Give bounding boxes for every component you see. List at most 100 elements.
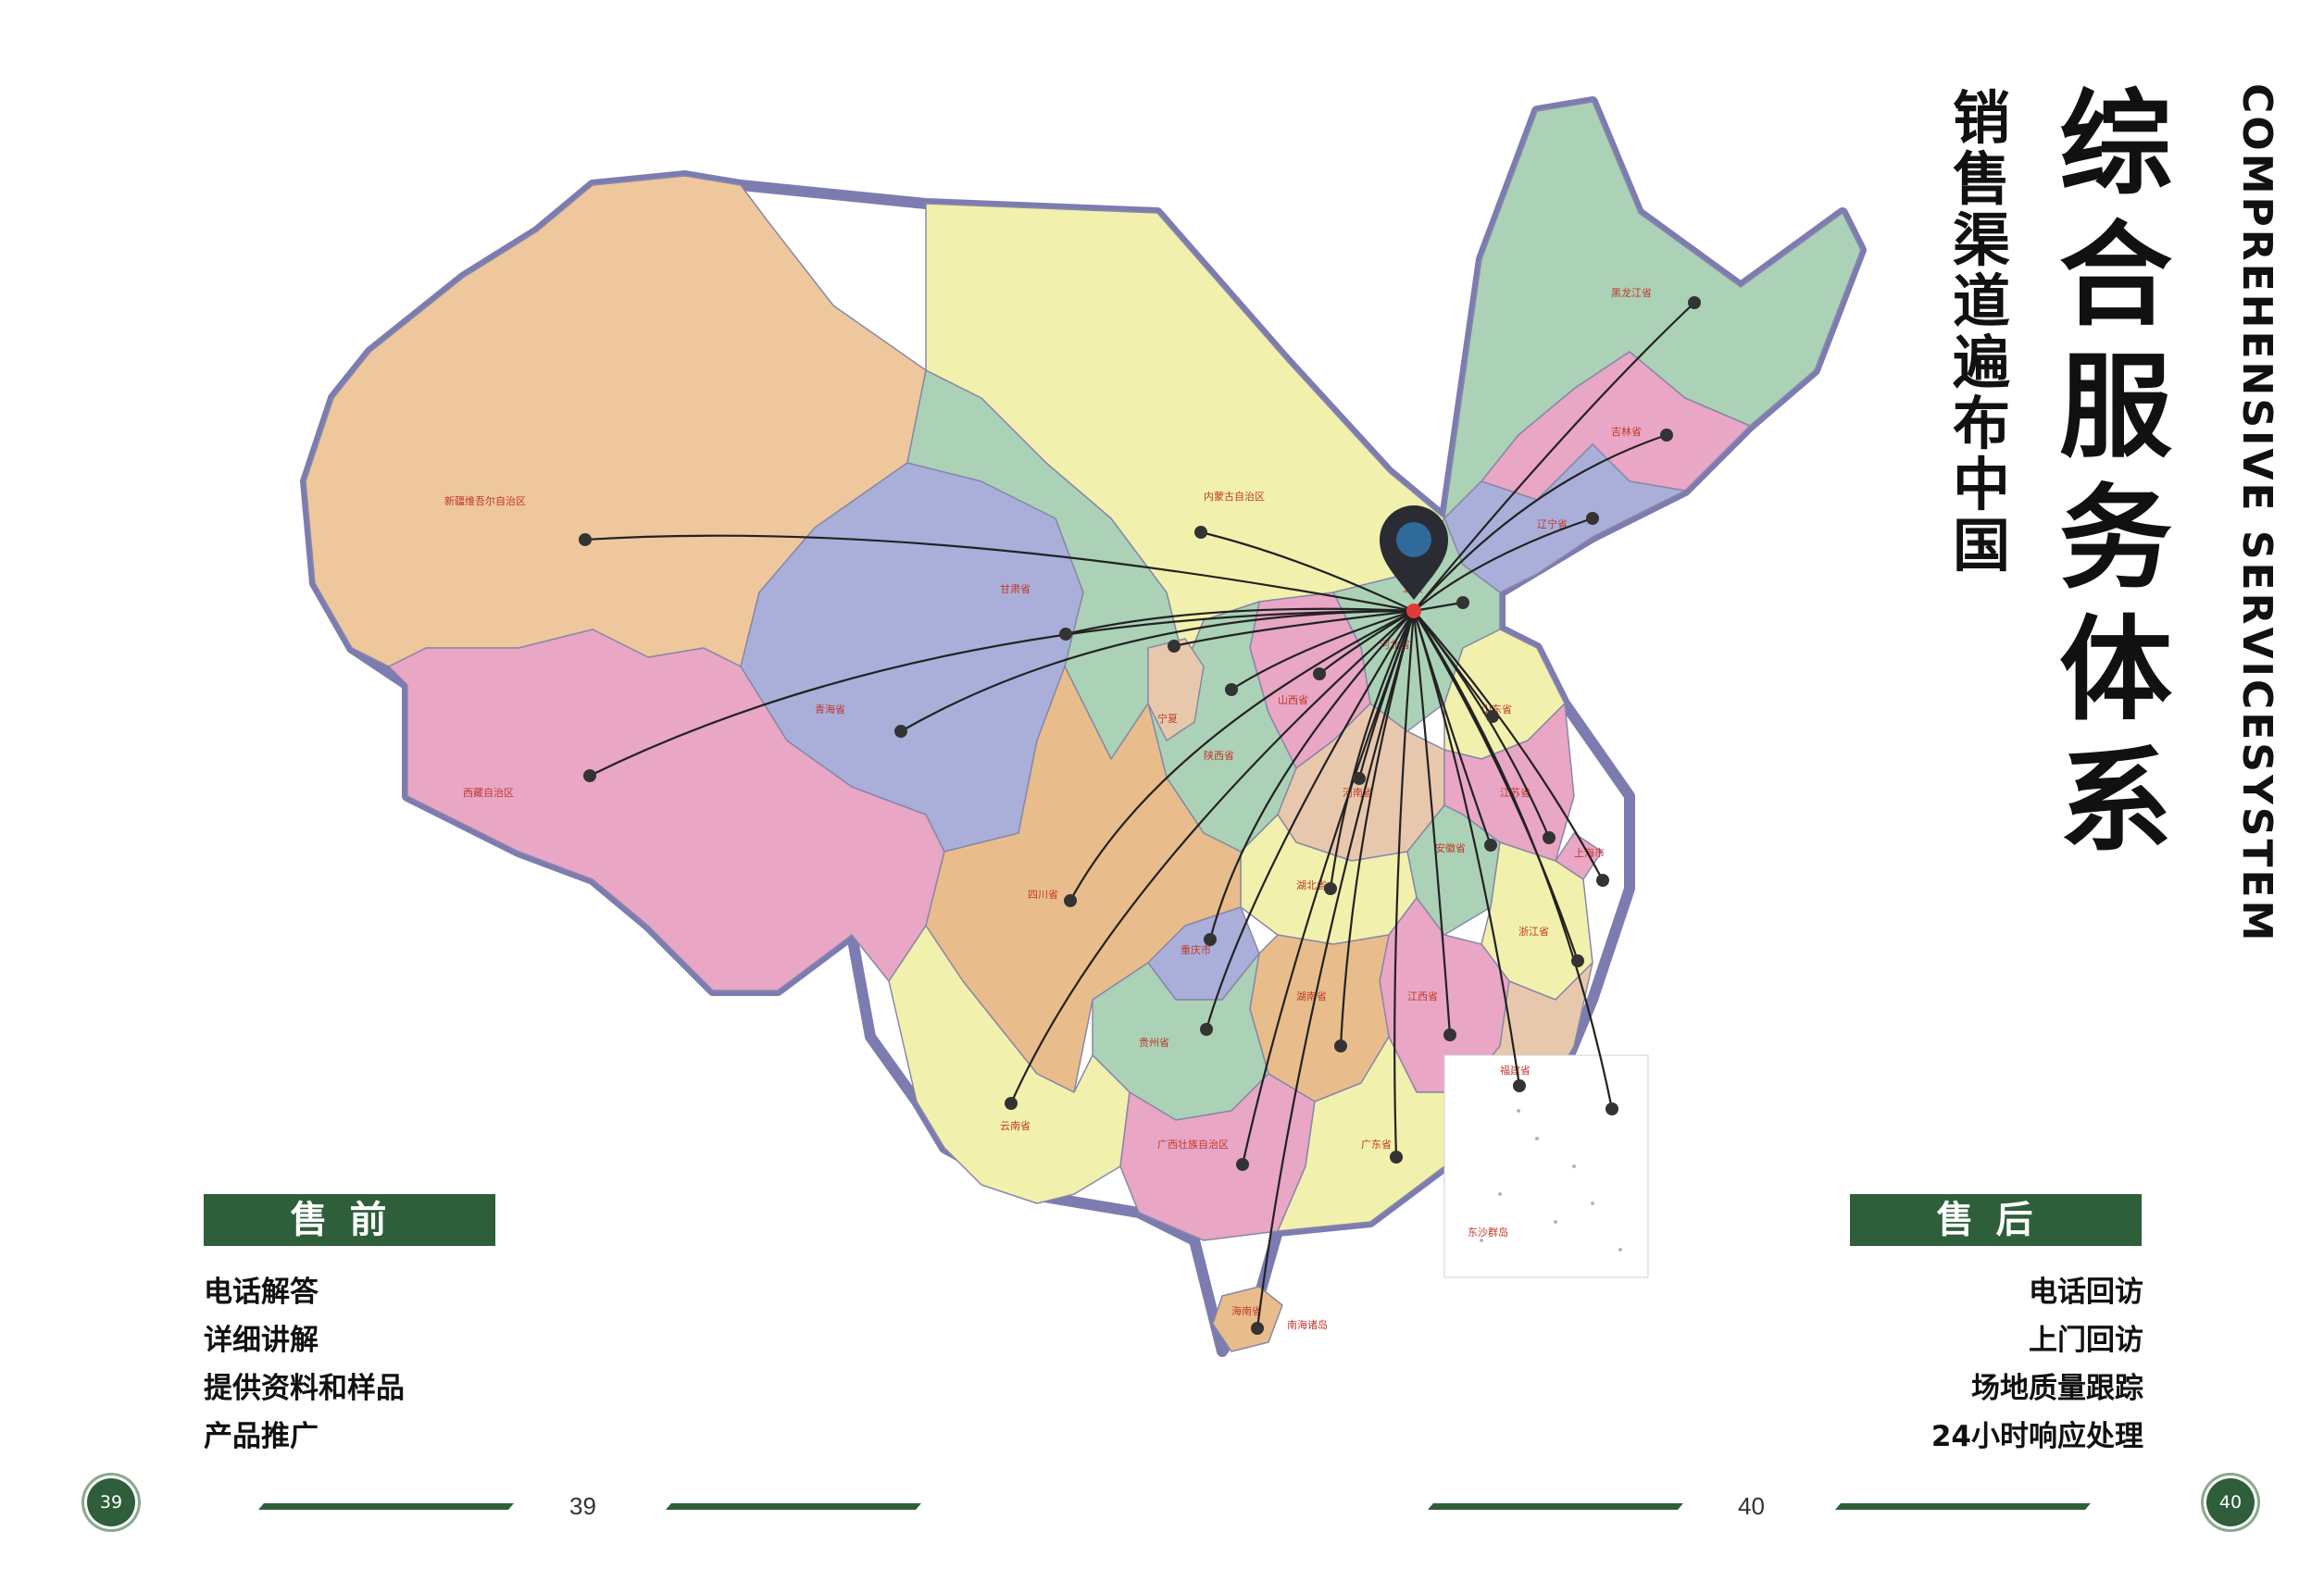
endpoint-dot	[1486, 710, 1499, 723]
route-anhui	[1412, 610, 1493, 846]
route-henan	[1357, 610, 1416, 779]
route-guangdong	[1393, 610, 1416, 1158]
south-china-sea-inset	[1443, 1054, 1649, 1278]
page-subtitle: 销 售 渠 道 遍 布 中 国	[1944, 88, 2018, 577]
list-item: 电话解答	[204, 1276, 319, 1309]
page-number-right-text: 40	[1738, 1492, 1765, 1520]
map-label: 湖北省	[1296, 879, 1327, 891]
endpoint-dot	[1513, 1079, 1526, 1092]
route-endpoints	[579, 296, 1701, 1335]
map-label: 陕西省	[1204, 749, 1234, 762]
endpoint-dot	[1660, 429, 1673, 442]
map-label: 上海市	[1574, 846, 1605, 859]
endpoint-dot	[1484, 839, 1497, 852]
endpoint-dot	[1313, 667, 1326, 680]
map-label: 福建省	[1500, 1064, 1531, 1077]
map-label: 青海省	[815, 703, 845, 716]
route-chongqing	[1208, 610, 1415, 940]
route-ningxia	[1173, 609, 1415, 648]
map-label: 南海诸岛	[1287, 1318, 1328, 1331]
page-title-char: 体	[2059, 604, 2172, 736]
map-label: 重庆市	[1181, 943, 1211, 956]
endpoint-dot	[894, 725, 907, 738]
page-title-char: 合	[2059, 210, 2172, 342]
endpoint-dot	[1456, 596, 1469, 609]
endpoint-dot	[1390, 1151, 1403, 1164]
route-yunnan	[1009, 610, 1415, 1104]
map-label: 湖南省	[1296, 990, 1327, 1002]
map-label: 四川省	[1028, 889, 1058, 901]
route-guizhou	[1205, 610, 1415, 1030]
map-label: 山西省	[1278, 694, 1308, 706]
endpoint-dot	[1353, 772, 1366, 785]
route-shaanxi	[1231, 609, 1415, 691]
footer-divider	[1835, 1503, 2091, 1510]
endpoint-dot	[1194, 526, 1207, 539]
endpoint-dot	[1168, 640, 1181, 653]
endpoint-dot	[583, 769, 596, 782]
route-sichuan	[1069, 610, 1415, 902]
endpoint-dot	[1064, 894, 1077, 907]
map-label: 贵州省	[1139, 1037, 1169, 1049]
route-zhejiang	[1413, 610, 1580, 962]
list-item: 上门回访	[2029, 1324, 2143, 1357]
provinces	[305, 101, 1862, 1352]
route-xizang	[589, 609, 1415, 777]
page-number-badge-right: 40	[2206, 1478, 2255, 1526]
province-hainan	[1212, 1286, 1283, 1352]
map-label: 西藏自治区	[463, 786, 514, 799]
map-label: 广东省	[1361, 1139, 1392, 1151]
route-fujian	[1412, 610, 1521, 1087]
before-sale-label: 售前	[290, 1199, 409, 1241]
connection-lines	[584, 302, 1695, 1329]
page-subtitle-char: 遍	[1952, 329, 2010, 396]
endpoint-dot	[579, 533, 592, 546]
map-label: 内蒙古自治区	[1204, 490, 1265, 503]
map-label: 宁夏	[1157, 712, 1178, 725]
page-subtitle-char: 道	[1952, 268, 2010, 335]
map-label: 安徽省	[1435, 841, 1466, 854]
endpoint-dot	[1334, 1040, 1347, 1052]
map-label: 海南省	[1231, 1304, 1262, 1317]
page-subtitle-char: 销	[1952, 84, 2010, 152]
page-subtitle-char: 售	[1952, 145, 2010, 213]
english-title-text: COMPREHENSIVE SERVICESYSTEM	[2233, 83, 2280, 944]
english-title: COMPREHENSIVE SERVICESYSTEM	[2218, 83, 2282, 943]
route-qinghai	[900, 609, 1415, 732]
beijing-pin-icon	[1380, 505, 1448, 618]
route-xinjiang	[584, 534, 1415, 613]
map-label: 东沙群岛	[1468, 1226, 1508, 1239]
endpoint-dot	[1251, 1322, 1264, 1335]
page-subtitle-char: 布	[1952, 390, 2010, 457]
route-liaoning	[1413, 517, 1593, 612]
footer-divider	[258, 1503, 514, 1510]
endpoint-dot	[1443, 1028, 1456, 1041]
route-guangxi	[1241, 610, 1416, 1165]
south-china-sea-islands	[1480, 1109, 1622, 1251]
map-label: 江西省	[1407, 990, 1438, 1002]
before-sale-list: 电话解答 详细讲解 提供资料和样品 产品推广	[204, 1268, 405, 1461]
endpoint-dot	[1596, 874, 1609, 887]
after-sale-list: 电话回访 上门回访 场地质量跟踪 24小时响应处理	[1852, 1268, 2143, 1461]
list-item: 产品推广	[204, 1420, 319, 1453]
map-label: 甘肃省	[1000, 583, 1031, 595]
footer-divider	[1428, 1503, 1683, 1510]
list-item: 详细讲解	[204, 1324, 319, 1357]
endpoint-dot	[1204, 933, 1217, 946]
page-subtitle-char: 国	[1952, 512, 2010, 579]
route-hubei	[1329, 610, 1415, 890]
map-label: 浙江省	[1518, 926, 1549, 938]
list-item: 电话回访	[2029, 1276, 2143, 1309]
route-gansu	[1065, 607, 1415, 636]
page-subtitle-char: 渠	[1952, 206, 2010, 274]
endpoint-dot	[1005, 1097, 1018, 1110]
list-item: 24小时响应处理	[1930, 1420, 2143, 1453]
footer-divider	[666, 1503, 921, 1510]
list-item: 场地质量跟踪	[1971, 1372, 2143, 1405]
route-neimenggu	[1200, 530, 1415, 612]
route-jilin	[1413, 433, 1668, 612]
map-label: 广西壮族自治区	[1157, 1138, 1229, 1151]
endpoint-dot	[1586, 512, 1599, 525]
page-number: 40	[2218, 1492, 2243, 1513]
